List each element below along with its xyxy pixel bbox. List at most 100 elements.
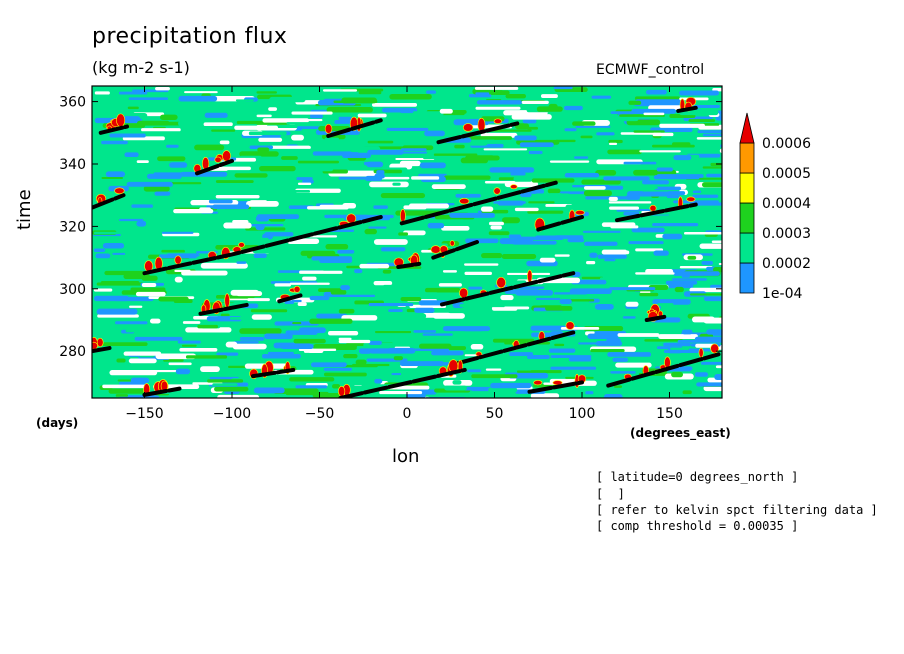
field-streak: [701, 182, 722, 188]
kelvin-wave-tracks: [92, 97, 721, 398]
field-streak: [374, 331, 412, 334]
precip-maximum: [459, 197, 470, 205]
field-streak: [422, 333, 453, 336]
field-streak: [575, 125, 611, 128]
field-streak: [292, 322, 302, 325]
field-streak: [583, 190, 612, 197]
field-streak: [610, 225, 639, 229]
field-streak: [631, 227, 665, 233]
field-streak: [225, 341, 238, 348]
field-streak: [679, 90, 720, 96]
field-streak: [296, 177, 313, 181]
field-streak: [701, 260, 713, 265]
field-streak: [373, 239, 408, 245]
field-streak: [323, 367, 352, 371]
colorbar-label: 0.0006: [762, 136, 811, 152]
colorbar-label: 0.0004: [762, 196, 811, 212]
field-streak: [179, 347, 218, 352]
field-streak: [324, 137, 339, 141]
field-streak: [118, 91, 148, 95]
field-streak: [620, 132, 662, 135]
field-streak: [431, 184, 466, 189]
field-streak: [474, 86, 519, 90]
track-line-3: [436, 121, 520, 145]
field-streak: [550, 366, 597, 370]
field-streak: [439, 108, 453, 114]
field-streak: [682, 390, 692, 395]
field-streak: [517, 370, 562, 374]
field-streak: [657, 303, 674, 306]
field-streak: [264, 333, 293, 340]
field-streak: [194, 144, 225, 151]
field-streak: [703, 296, 722, 302]
field-streak: [269, 96, 306, 103]
field-streak: [444, 385, 467, 391]
dataset-label: ECMWF_control: [596, 62, 705, 78]
field-streak: [426, 90, 437, 94]
track-line-8: [536, 215, 584, 232]
field-streak: [424, 287, 461, 293]
field-streak: [468, 286, 483, 290]
field-streak: [207, 379, 244, 383]
field-streak: [635, 272, 675, 275]
field-streak: [399, 243, 448, 247]
field-streak: [211, 129, 236, 132]
field-streak: [257, 147, 270, 152]
field-streak: [398, 232, 409, 236]
field-streak: [342, 202, 357, 209]
field-streak: [368, 302, 414, 307]
field-streak: [295, 385, 328, 389]
precip-maximum: [293, 285, 301, 293]
field-streak: [706, 173, 722, 178]
field-streak: [613, 385, 623, 388]
field-streak: [400, 148, 427, 151]
field-streak: [289, 282, 330, 285]
field-streak: [341, 97, 377, 104]
field-streak: [545, 204, 573, 207]
field-streak: [109, 370, 158, 376]
field-streak: [703, 385, 722, 392]
field-streak: [316, 313, 348, 319]
field-streak: [372, 103, 418, 107]
field-streak: [131, 204, 153, 208]
precip-maximum: [565, 321, 575, 330]
field-streak: [609, 206, 640, 210]
field-streak: [389, 93, 432, 100]
field-streak: [483, 148, 528, 151]
field-streak: [443, 175, 491, 180]
note-filtering: [ refer to kelvin spct filtering data ]: [596, 503, 878, 517]
field-streak: [671, 371, 684, 378]
field-streak: [673, 200, 719, 204]
track-line-2: [326, 118, 383, 138]
field-streak: [312, 344, 358, 351]
field-streak: [656, 167, 673, 172]
y-tick-label: 360: [59, 95, 86, 111]
field-streak: [594, 304, 614, 310]
field-streak: [519, 142, 554, 148]
colorbar-label: 0.0003: [762, 226, 811, 242]
field-streak: [484, 181, 518, 184]
track-line-6: [142, 215, 383, 276]
field-streak: [531, 178, 575, 183]
x-unit-label: (degrees_east): [630, 426, 731, 440]
field-streak: [258, 137, 283, 142]
field-streak: [245, 227, 286, 231]
field-streak: [696, 382, 722, 387]
field-streak: [581, 276, 604, 280]
field-streak: [272, 358, 299, 362]
y-axis: 280 300 320 340 360: [59, 95, 722, 360]
field-streak: [476, 111, 508, 115]
field-streak: [271, 146, 311, 149]
field-streak: [413, 330, 437, 333]
field-streak: [628, 241, 664, 245]
field-streak: [343, 380, 381, 386]
field-streak: [115, 394, 129, 397]
field-streak: [610, 371, 636, 374]
field-streak: [569, 288, 612, 295]
field-streak: [274, 283, 291, 287]
precip-maximum: [686, 196, 696, 202]
colorbar-label: 1e-04: [762, 286, 802, 302]
field-streak: [687, 255, 697, 260]
field-streak: [232, 343, 267, 350]
field-streak: [376, 170, 385, 175]
